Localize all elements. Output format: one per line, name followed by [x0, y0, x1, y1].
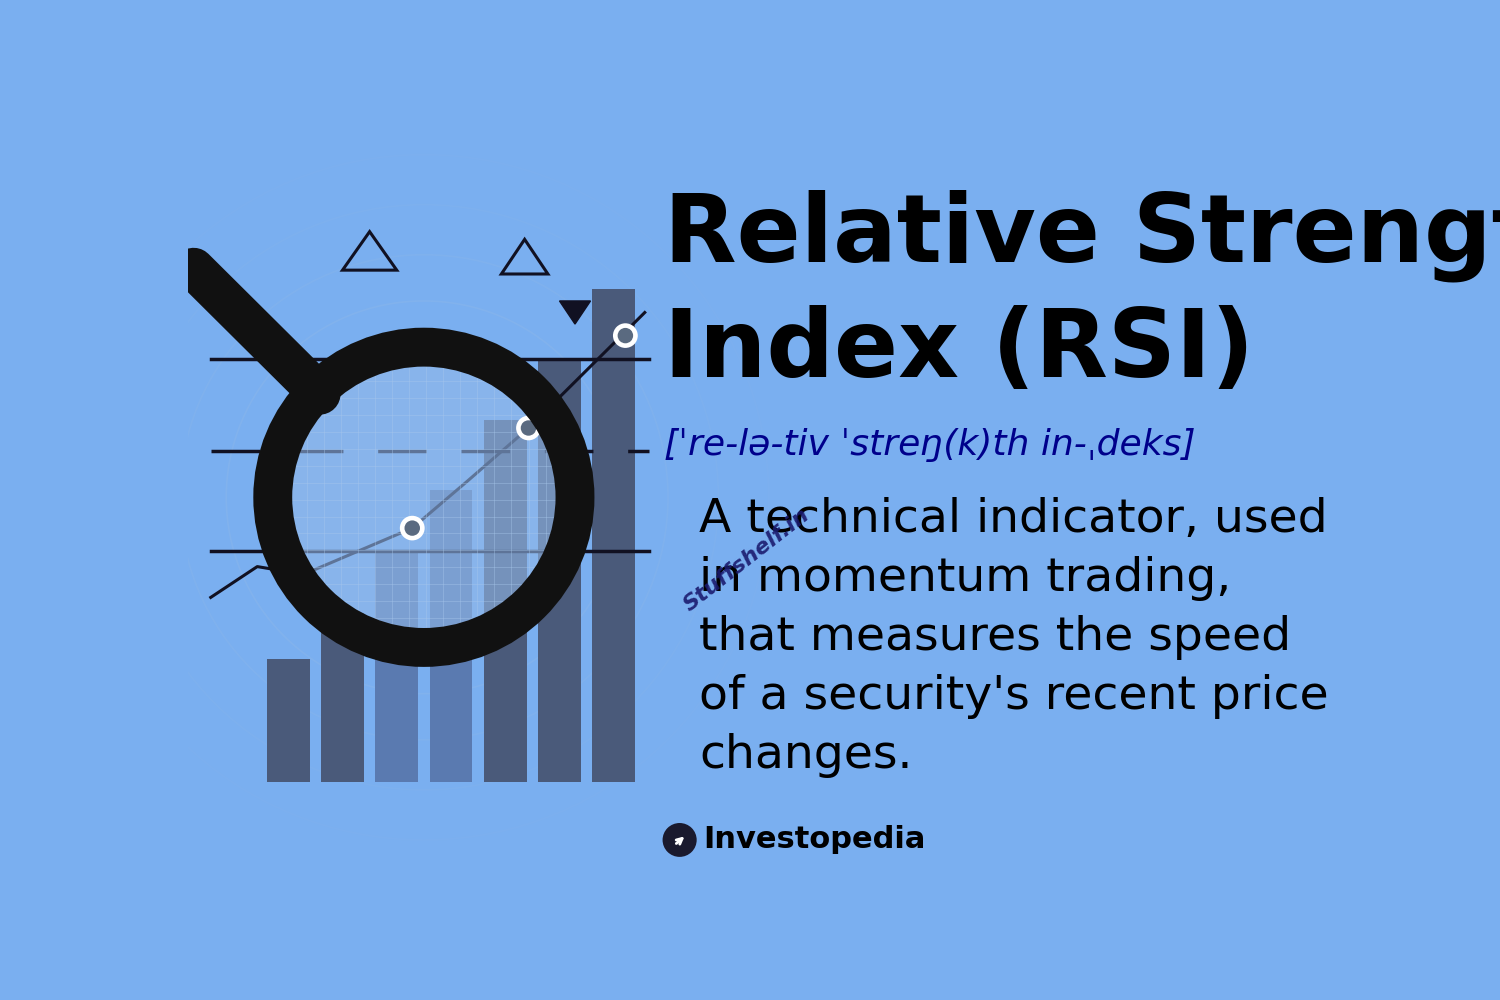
Bar [321, 613, 364, 782]
Bar [592, 289, 634, 782]
Text: [ˈre-lə-tiv ˈstreŋ(k)th in-ˌdeks]: [ˈre-lə-tiv ˈstreŋ(k)th in-ˌdeks] [664, 428, 1196, 462]
Circle shape [273, 347, 574, 647]
Text: Relative Strength: Relative Strength [664, 189, 1500, 282]
Bar [538, 359, 580, 782]
Text: Index (RSI): Index (RSI) [664, 305, 1254, 397]
Circle shape [520, 420, 537, 436]
Circle shape [400, 516, 424, 540]
Bar [375, 551, 419, 782]
Circle shape [405, 520, 420, 536]
Text: Stuffshelf.in: Stuffshelf.in [680, 505, 813, 616]
Circle shape [663, 823, 696, 857]
Text: A technical indicator, used
in momentum trading,
that measures the speed
of a se: A technical indicator, used in momentum … [699, 497, 1329, 778]
Circle shape [516, 416, 542, 440]
Circle shape [614, 323, 638, 348]
Bar [429, 490, 472, 782]
Text: Investopedia: Investopedia [704, 825, 926, 854]
Polygon shape [560, 301, 591, 324]
Bar [267, 659, 309, 782]
Bar [484, 420, 526, 782]
Circle shape [618, 328, 633, 343]
